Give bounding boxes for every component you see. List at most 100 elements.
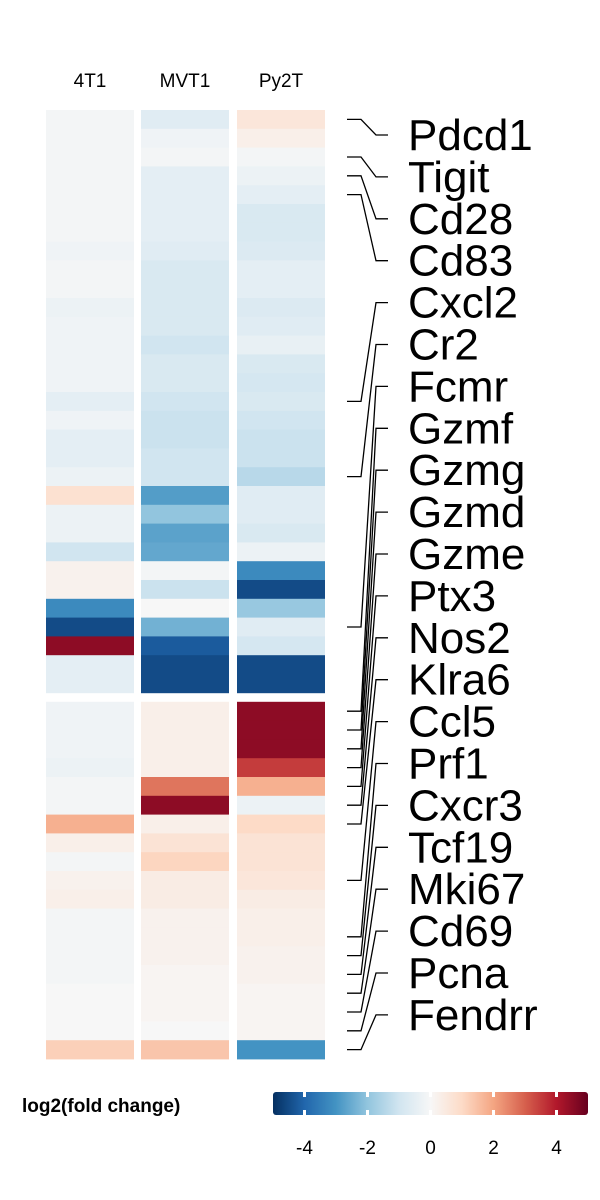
heatmap-cell: [46, 166, 134, 186]
heatmap-cell: [46, 561, 134, 581]
legend-tick-label: 0: [425, 1138, 436, 1159]
heatmap-cell: [46, 617, 134, 637]
heatmap-cell: [237, 965, 325, 985]
heatmap-cell: [237, 354, 325, 374]
heatmap-cell: [141, 204, 229, 224]
gene-label: Ccl5: [408, 698, 496, 747]
heatmap-cell: [46, 204, 134, 224]
heatmap-cell: [237, 908, 325, 928]
heatmap-cell: [141, 701, 229, 721]
heatmap-cell: [141, 617, 229, 637]
heatmap-cell: [46, 185, 134, 205]
heatmap-cell: [141, 185, 229, 205]
heatmap-cell: [46, 758, 134, 778]
legend-tick-label: 2: [488, 1138, 499, 1159]
gene-connector: [347, 888, 388, 994]
gene-label: Gzme: [408, 530, 525, 579]
heatmap-cell: [237, 871, 325, 891]
heatmap-cell: [46, 655, 134, 675]
heatmap-cell: [46, 674, 134, 694]
heatmap-cell: [141, 1002, 229, 1022]
heatmap-cell: [237, 241, 325, 261]
heatmap-cell: [141, 758, 229, 778]
heatmap-cell: [237, 758, 325, 778]
heatmap-cell: [141, 946, 229, 966]
heatmap-cell: [237, 410, 325, 430]
heatmap-cell: [141, 335, 229, 355]
heatmap-cell: [237, 927, 325, 947]
heatmap-cell: [46, 1002, 134, 1022]
gene-label: Ptx3: [408, 572, 496, 621]
heatmap-cell: [237, 833, 325, 853]
heatmap-cell: [141, 128, 229, 148]
gene-connector: [347, 553, 388, 769]
heatmap-cell: [141, 467, 229, 487]
heatmap-cell: [141, 908, 229, 928]
gene-label: Mki67: [408, 865, 525, 914]
heatmap-cell: [46, 260, 134, 280]
heatmap-cell: [237, 185, 325, 205]
gene-label: Pdcd1: [408, 111, 533, 160]
heatmap-cell: [237, 946, 325, 966]
gene-connector: [347, 175, 388, 220]
heatmap-cell: [141, 927, 229, 947]
heatmap-cell: [141, 777, 229, 797]
legend-title: log2(fold change): [22, 1096, 180, 1117]
gene-label: Prf1: [408, 740, 489, 789]
heatmap-cell: [141, 889, 229, 909]
heatmap-cell: [237, 504, 325, 524]
heatmap-cell: [46, 279, 134, 299]
heatmap-cell: [237, 448, 325, 468]
heatmap-cell: [46, 373, 134, 393]
heatmap-cell: [46, 701, 134, 721]
gene-connector: [347, 343, 388, 478]
heatmap-cell: [46, 852, 134, 872]
heatmap-cell: [46, 222, 134, 242]
heatmap-cell: [141, 523, 229, 543]
heatmap-cell: [141, 241, 229, 261]
heatmap-cell: [141, 373, 229, 393]
heatmap-cell: [141, 983, 229, 1003]
heatmap-cell: [46, 636, 134, 656]
heatmap-cell: [141, 561, 229, 581]
heatmap-cell: [46, 316, 134, 336]
heatmap-cell: [237, 852, 325, 872]
heatmap-cell: [141, 147, 229, 167]
gene-connector: [347, 972, 388, 1032]
heatmap-cell: [141, 298, 229, 318]
gene-connector: [347, 1014, 388, 1051]
heatmap-cell: [141, 655, 229, 675]
heatmap-cell: [46, 128, 134, 148]
heatmap-cell: [46, 354, 134, 374]
gene-label: Cd28: [408, 195, 513, 244]
legend-ticks: -4 -2 0 2 4: [296, 1092, 562, 1159]
gene-label: Pcna: [408, 949, 509, 998]
heatmap-cell: [237, 166, 325, 186]
heatmap-cell: [237, 814, 325, 834]
gene-connector: [347, 156, 388, 178]
heatmap-cell: [237, 298, 325, 318]
heatmap-cell: [46, 410, 134, 430]
gene-label: Gzmf: [408, 404, 514, 453]
heatmap-cell: [46, 429, 134, 449]
heatmap-cell: [237, 222, 325, 242]
column-label: Py2T: [259, 71, 304, 92]
heatmap-cell: [237, 889, 325, 909]
heatmap-cell: [46, 739, 134, 759]
heatmap-cell: [46, 335, 134, 355]
heatmap-cell: [237, 598, 325, 618]
heatmap-cell: [141, 354, 229, 374]
heatmap-cell: [46, 1021, 134, 1041]
heatmap-cell: [141, 852, 229, 872]
heatmap-cell: [141, 580, 229, 600]
gene-connector: [347, 846, 388, 976]
heatmap-cell: [237, 580, 325, 600]
heatmap-cell: [237, 1021, 325, 1041]
gene-label: Cxcl2: [408, 279, 518, 328]
gene-connector: [347, 511, 388, 750]
heatmap-cell: [141, 486, 229, 506]
heatmap-cell: [46, 720, 134, 740]
heatmap-cell: [46, 504, 134, 524]
heatmap-cell: [141, 110, 229, 130]
heatmap-cell: [141, 1040, 229, 1060]
